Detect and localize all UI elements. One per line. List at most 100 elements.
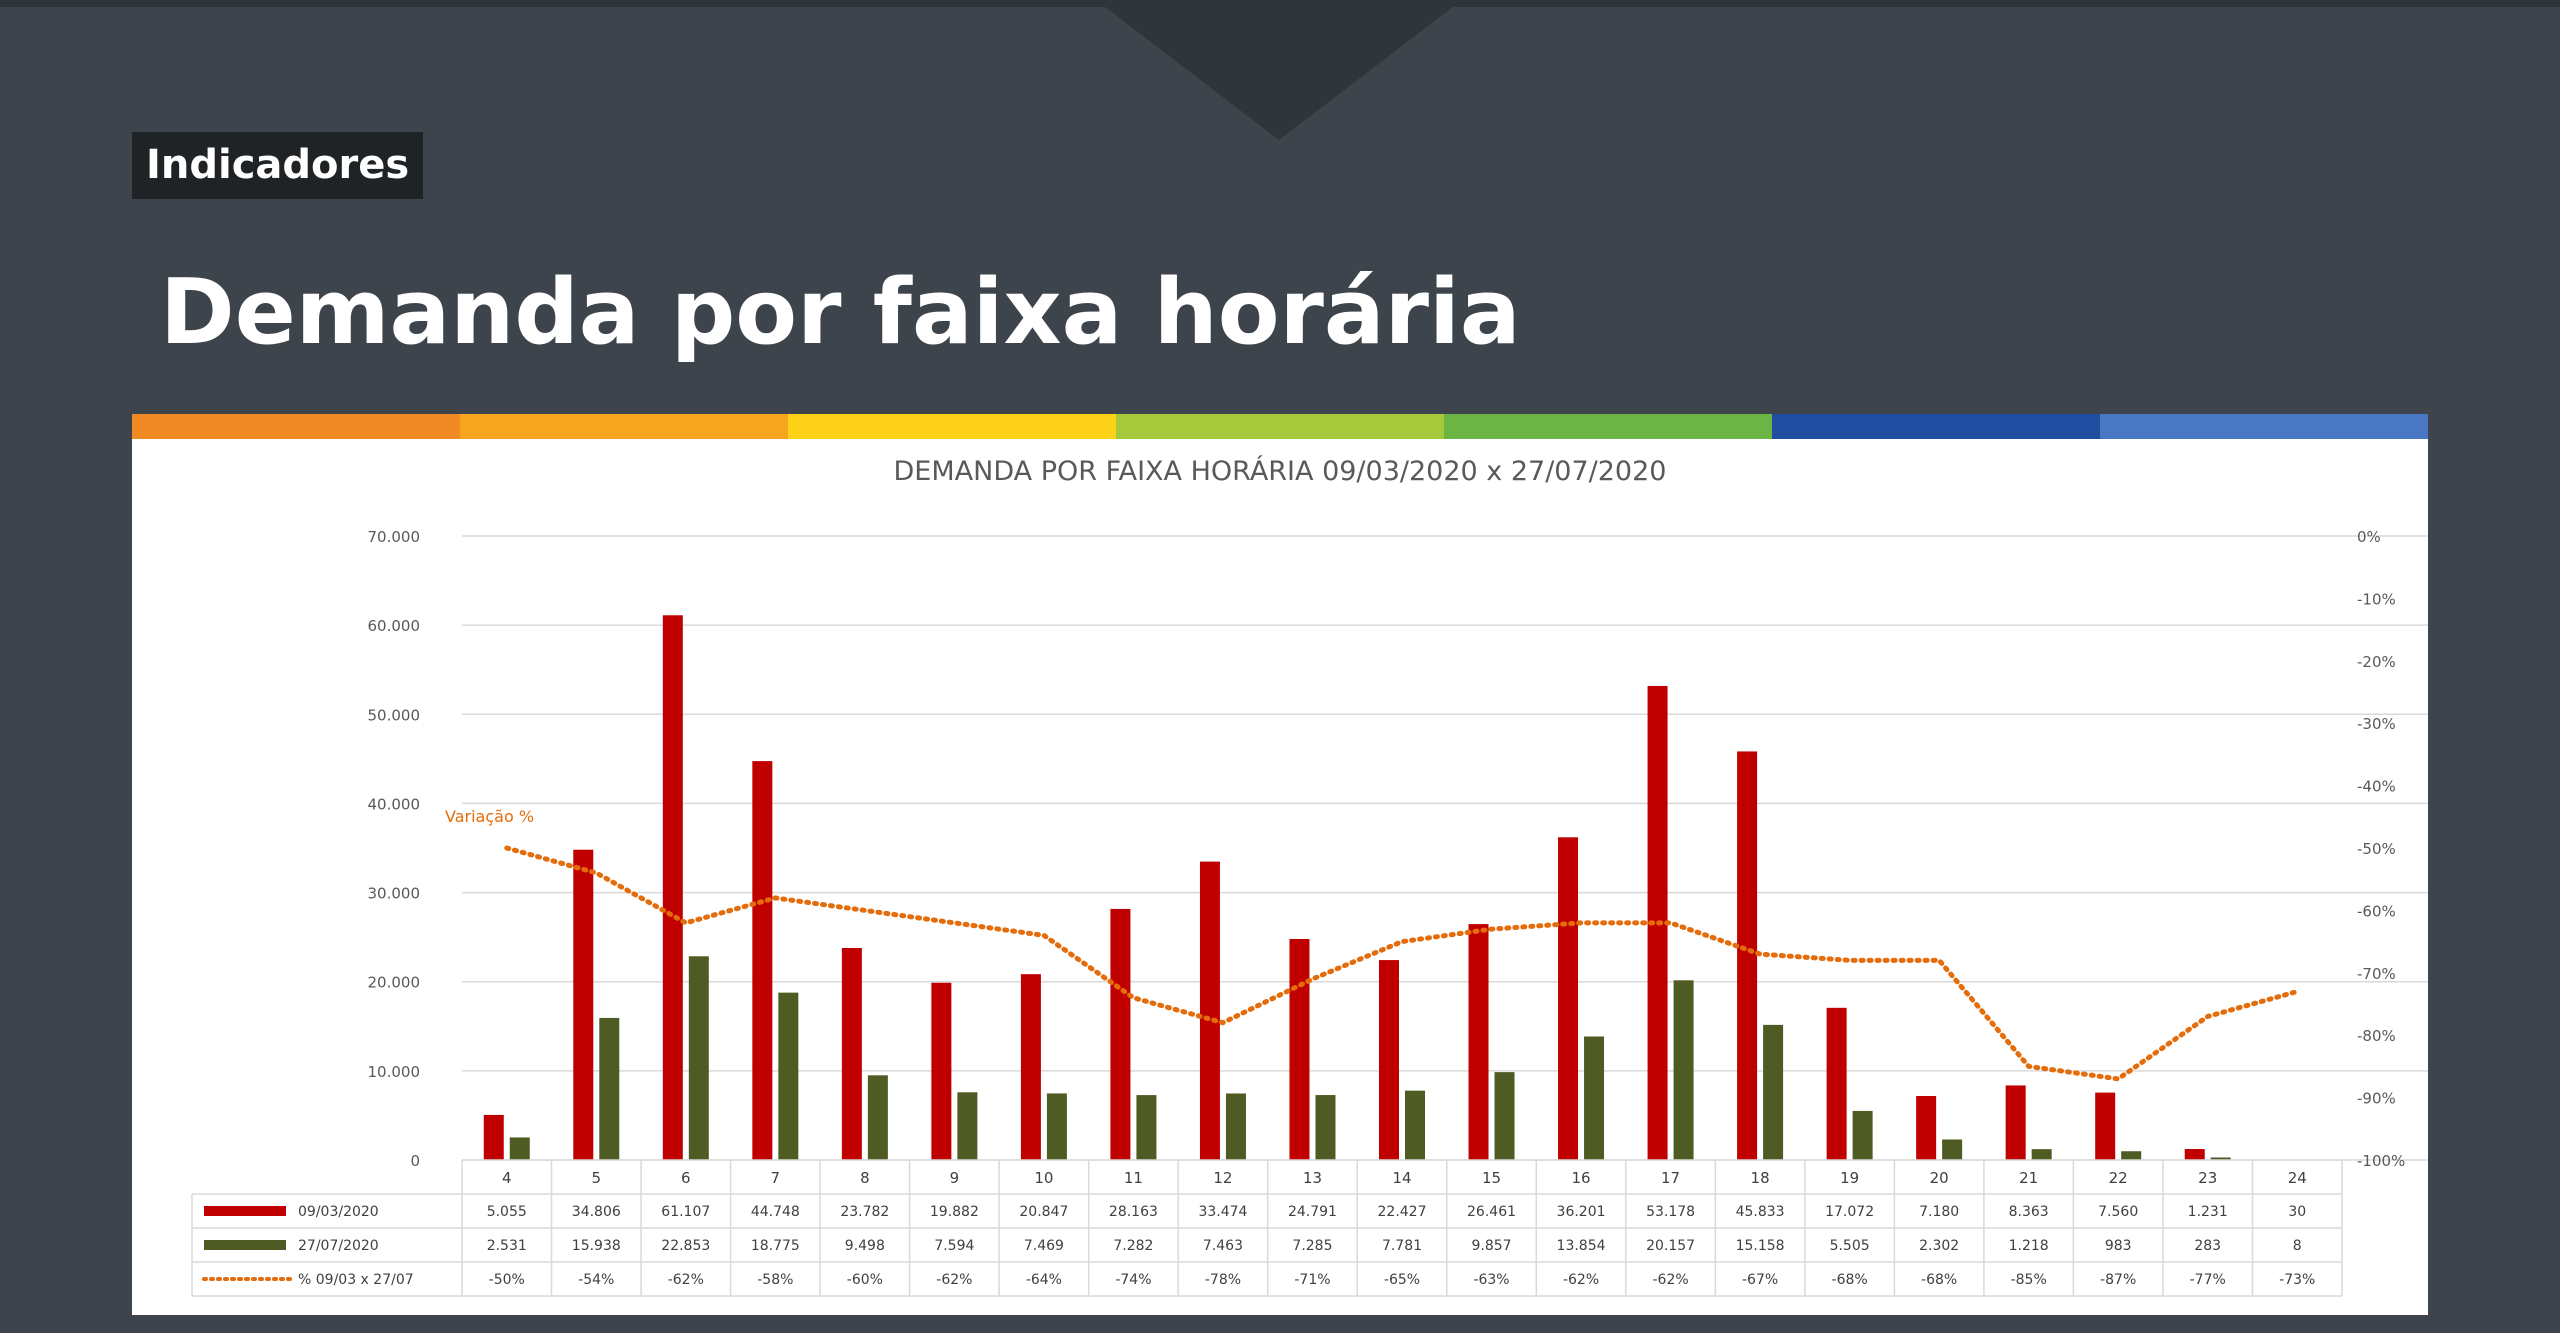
x-tick-label: 13 — [1303, 1169, 1322, 1187]
y-right-tick-label: -90% — [2357, 1090, 2396, 1108]
data-label: 7.463 — [1203, 1238, 1243, 1254]
bar-27-07-2020 — [1136, 1095, 1157, 1160]
data-label: -85% — [2011, 1272, 2047, 1288]
x-tick-label: 7 — [771, 1169, 781, 1187]
data-label: -67% — [1742, 1272, 1778, 1288]
bar-27-07-2020 — [1852, 1110, 1873, 1160]
data-label: -62% — [1652, 1272, 1688, 1288]
data-label: -64% — [1026, 1272, 1062, 1288]
data-label: -62% — [668, 1272, 704, 1288]
top-notch — [1096, 0, 1462, 140]
y-right-tick-label: -20% — [2357, 653, 2396, 671]
data-label: 33.474 — [1198, 1204, 1247, 1220]
data-label: 34.806 — [572, 1204, 621, 1220]
bar-09-03-2020 — [1468, 924, 1489, 1160]
data-label: 7.285 — [1292, 1238, 1332, 1254]
data-label: -54% — [578, 1272, 614, 1288]
data-label: 22.427 — [1378, 1204, 1427, 1220]
data-label: 983 — [2105, 1238, 2132, 1254]
data-label: 45.833 — [1736, 1204, 1785, 1220]
x-tick-label: 5 — [592, 1169, 602, 1187]
data-label: 61.107 — [661, 1204, 710, 1220]
data-label: 2.302 — [1919, 1238, 1959, 1254]
stripe-segment-6 — [2100, 414, 2428, 439]
data-label: 5.055 — [487, 1204, 527, 1220]
bar-09-03-2020 — [1737, 751, 1758, 1160]
bar-09-03-2020 — [752, 761, 773, 1160]
variation-annotation: Variação % — [445, 807, 534, 826]
x-tick-label: 18 — [1751, 1169, 1770, 1187]
data-label: 15.158 — [1736, 1238, 1785, 1254]
section-tag: Indicadores — [132, 132, 424, 199]
y-right-tick-label: -50% — [2357, 840, 2396, 858]
chart-card: DEMANDA POR FAIXA HORÁRIA 09/03/2020 x 2… — [132, 439, 2462, 1315]
bar-27-07-2020 — [2031, 1149, 2052, 1160]
bar-27-07-2020 — [1673, 980, 1694, 1160]
data-label: 53.178 — [1646, 1204, 1695, 1220]
bar-27-07-2020 — [957, 1092, 978, 1160]
data-label: 23.782 — [840, 1204, 889, 1220]
bar-27-07-2020 — [1046, 1093, 1067, 1160]
bar-27-07-2020 — [1584, 1036, 1605, 1160]
data-label: 7.282 — [1113, 1238, 1153, 1254]
legend-label: % 09/03 x 27/07 — [298, 1272, 414, 1288]
data-label: -68% — [1921, 1272, 1957, 1288]
bar-27-07-2020 — [1405, 1090, 1425, 1160]
y-right-tick-label: -100% — [2357, 1152, 2405, 1170]
y-left-tick-label: 50.000 — [368, 706, 421, 724]
legend-label: 09/03/2020 — [298, 1204, 379, 1220]
x-tick-label: 19 — [1840, 1169, 1859, 1187]
legend-key-1 — [204, 1240, 286, 1250]
data-label: -68% — [1832, 1272, 1868, 1288]
x-tick-label: 8 — [860, 1169, 870, 1187]
y-right-tick-label: 0% — [2357, 528, 2381, 546]
bar-27-07-2020 — [688, 956, 709, 1160]
bar-09-03-2020 — [1289, 939, 1310, 1160]
y-left-tick-label: 20.000 — [368, 974, 421, 992]
x-tick-label: 12 — [1213, 1169, 1232, 1187]
color-stripe — [132, 414, 2428, 439]
bar-09-03-2020 — [2005, 1085, 2026, 1160]
y-left-tick-label: 30.000 — [368, 885, 421, 903]
data-label: 19.882 — [930, 1204, 979, 1220]
data-label: 1.231 — [2188, 1204, 2228, 1220]
data-label: -73% — [2279, 1272, 2315, 1288]
bar-27-07-2020 — [1942, 1139, 1963, 1160]
data-label: -87% — [2100, 1272, 2136, 1288]
x-tick-label: 11 — [1124, 1169, 1143, 1187]
x-tick-label: 21 — [2019, 1169, 2038, 1187]
data-label: -62% — [1563, 1272, 1599, 1288]
bar-09-03-2020 — [2095, 1092, 2116, 1160]
bar-27-07-2020 — [2121, 1151, 2142, 1160]
data-label: 1.218 — [2009, 1238, 2049, 1254]
data-label: 7.781 — [1382, 1238, 1422, 1254]
data-label: -77% — [2190, 1272, 2226, 1288]
bar-27-07-2020 — [1315, 1095, 1336, 1160]
variation-line — [504, 845, 2300, 1082]
bar-27-07-2020 — [1225, 1093, 1246, 1160]
x-tick-label: 15 — [1482, 1169, 1501, 1187]
data-label: 7.594 — [934, 1238, 974, 1254]
demand-chart: DEMANDA POR FAIXA HORÁRIA 09/03/2020 x 2… — [191, 455, 2462, 1297]
data-label: -58% — [757, 1272, 793, 1288]
data-label: -63% — [1473, 1272, 1509, 1288]
bar-09-03-2020 — [573, 849, 594, 1160]
bar-09-03-2020 — [1558, 837, 1579, 1160]
bar-09-03-2020 — [1826, 1007, 1847, 1160]
data-label: 20.847 — [1019, 1204, 1068, 1220]
bar-09-03-2020 — [483, 1114, 504, 1160]
y-right-tick-label: -30% — [2357, 715, 2396, 733]
stripe-segment-3 — [1116, 414, 1444, 439]
data-label: 5.505 — [1830, 1238, 1870, 1254]
data-label: 7.180 — [1919, 1204, 1959, 1220]
data-label: 13.854 — [1557, 1238, 1606, 1254]
data-label: 30 — [2288, 1204, 2306, 1220]
bar-09-03-2020 — [662, 615, 683, 1160]
data-label: 8 — [2293, 1238, 2302, 1254]
y-left-tick-label: 70.000 — [368, 528, 421, 546]
x-tick-label: 20 — [1930, 1169, 1949, 1187]
data-label: 44.748 — [751, 1204, 800, 1220]
y-left-tick-label: 10.000 — [368, 1063, 421, 1081]
legend-label: 27/07/2020 — [298, 1238, 379, 1254]
x-tick-label: 14 — [1392, 1169, 1411, 1187]
